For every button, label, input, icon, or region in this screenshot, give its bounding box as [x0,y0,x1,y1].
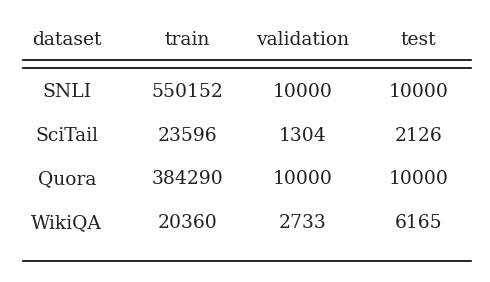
Text: 10000: 10000 [389,83,448,101]
Text: 23596: 23596 [157,127,217,145]
Text: 10000: 10000 [273,170,333,188]
Text: 384290: 384290 [151,170,223,188]
Text: 550152: 550152 [151,83,223,101]
Text: 10000: 10000 [273,83,333,101]
Text: validation: validation [256,31,349,49]
Text: dataset: dataset [32,31,101,49]
Text: SciTail: SciTail [35,127,98,145]
Text: 6165: 6165 [394,214,442,232]
Text: 10000: 10000 [389,170,448,188]
Text: Quora: Quora [38,170,96,188]
Text: train: train [165,31,210,49]
Text: 2733: 2733 [279,214,327,232]
Text: 2126: 2126 [394,127,442,145]
Text: SNLI: SNLI [42,83,91,101]
Text: WikiQA: WikiQA [31,214,102,232]
Text: 1304: 1304 [279,127,327,145]
Text: test: test [401,31,436,49]
Text: 20360: 20360 [157,214,217,232]
